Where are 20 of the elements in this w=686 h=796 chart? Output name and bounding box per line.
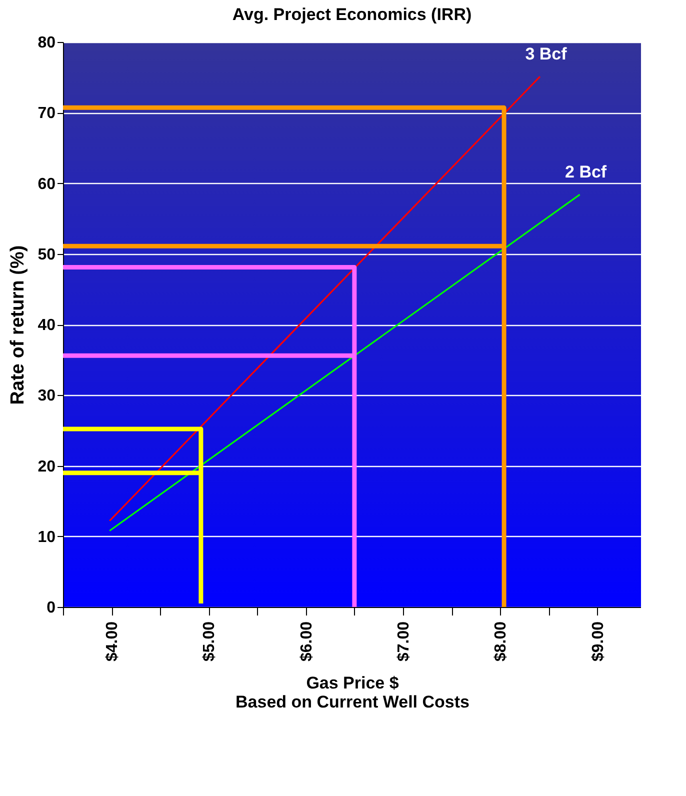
x-tick-label: $8.00 [492, 621, 510, 662]
y-tick-label: 50 [38, 246, 56, 264]
y-tick-label: 70 [38, 105, 56, 122]
series-label: 3 Bcf [525, 44, 568, 64]
chart-title: Avg. Project Economics (IRR) [232, 5, 472, 24]
x-tick-label: $7.00 [396, 621, 412, 662]
y-tick-label: 10 [38, 528, 56, 546]
y-tick-label: 60 [38, 176, 56, 193]
x-tick-label: $4.00 [104, 621, 122, 662]
y-tick-label: 40 [38, 317, 56, 334]
x-tick-label: $5.00 [201, 621, 218, 662]
y-tick-label: 0 [46, 600, 56, 616]
y-tick-label: 80 [38, 34, 56, 52]
series-label: 2 Bcf [565, 162, 607, 182]
y-axis-title: Rate of return (%) [8, 245, 29, 405]
x-tick-label: $9.00 [590, 621, 607, 662]
y-tick-label: 20 [38, 458, 56, 476]
x-axis-title: Gas Price $ Based on Current Well Costs [236, 674, 470, 712]
y-tick-label: 30 [38, 388, 56, 405]
x-tick-label: $6.00 [298, 621, 316, 662]
